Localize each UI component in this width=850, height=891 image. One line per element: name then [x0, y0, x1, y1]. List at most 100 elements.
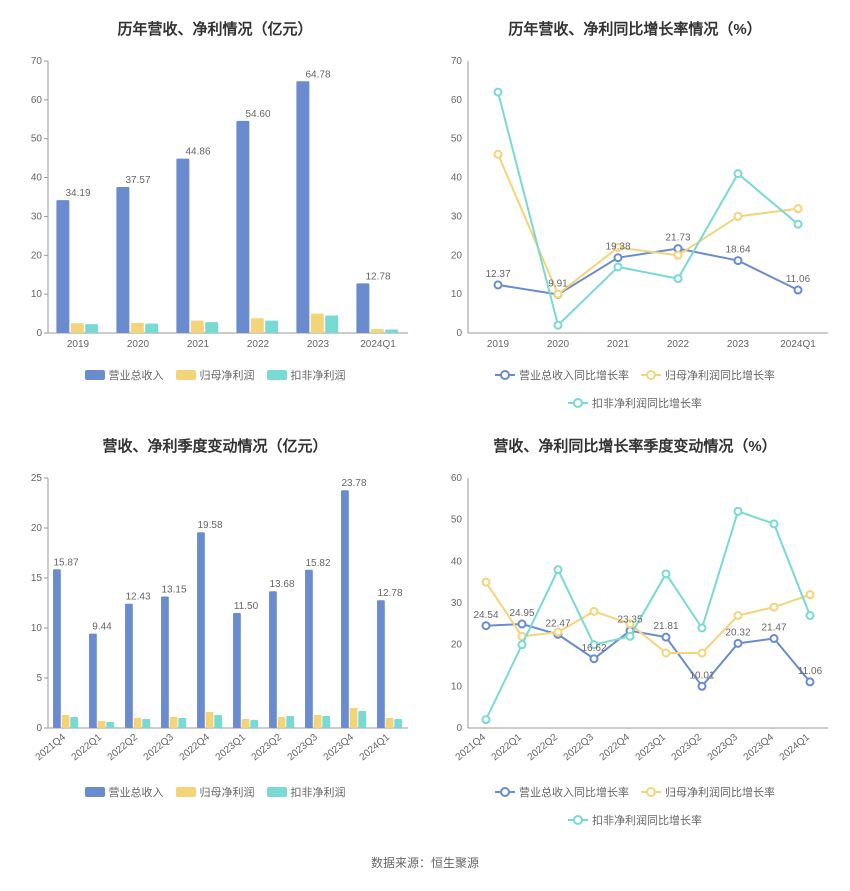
svg-text:2020: 2020	[127, 339, 150, 350]
chart-grid: 历年营收、净利情况（亿元） 01020304050607020192020202…	[0, 0, 850, 844]
svg-text:2023Q2: 2023Q2	[670, 732, 705, 764]
svg-text:10: 10	[451, 289, 463, 300]
legend-item: 扣非净利润	[267, 784, 346, 800]
svg-text:13.15: 13.15	[161, 585, 186, 596]
svg-text:20: 20	[451, 250, 463, 261]
legend-swatch	[568, 819, 588, 821]
svg-text:2022Q2: 2022Q2	[106, 732, 141, 764]
legend-item: 营业总收入	[85, 784, 164, 800]
chart3-legend: 营业总收入归母净利润 扣非净利润	[10, 778, 420, 806]
svg-text:2022: 2022	[667, 339, 690, 350]
legend-item: 归母净利润同比增长率	[641, 367, 775, 383]
svg-text:40: 40	[451, 556, 463, 567]
svg-text:25: 25	[31, 473, 43, 484]
legend-label: 归母净利润同比增长率	[665, 367, 775, 383]
panel-quarterly-revenue: 营收、净利季度变动情况（亿元） 05101520252021Q42022Q120…	[10, 427, 420, 834]
legend-item: 扣非净利润	[267, 367, 346, 383]
legend-label: 营业总收入	[109, 784, 164, 800]
svg-text:2024Q1: 2024Q1	[358, 732, 393, 764]
svg-text:21.73: 21.73	[665, 233, 690, 244]
svg-text:50: 50	[31, 134, 43, 145]
svg-text:2023: 2023	[727, 339, 750, 350]
svg-text:12.43: 12.43	[125, 592, 150, 603]
svg-text:44.86: 44.86	[185, 147, 210, 158]
svg-text:64.78: 64.78	[305, 69, 330, 80]
svg-text:50: 50	[451, 134, 463, 145]
svg-text:0: 0	[456, 328, 462, 339]
svg-text:21.81: 21.81	[653, 621, 678, 632]
svg-text:60: 60	[31, 95, 43, 106]
chart1-legend: 营业总收入 归母净利润 扣非净利润	[10, 361, 420, 389]
svg-text:2024Q1: 2024Q1	[780, 339, 816, 350]
svg-text:40: 40	[31, 173, 43, 184]
svg-text:12.37: 12.37	[485, 269, 510, 280]
legend-item: 归母净利润	[176, 784, 255, 800]
svg-text:18.64: 18.64	[725, 245, 750, 256]
legend-item: 扣非净利润同比增长率	[568, 395, 702, 411]
svg-text:9.91: 9.91	[548, 278, 568, 289]
svg-text:2023Q1: 2023Q1	[214, 732, 249, 764]
svg-text:2023: 2023	[307, 339, 330, 350]
svg-text:13.68: 13.68	[269, 579, 294, 590]
svg-text:2024Q1: 2024Q1	[778, 732, 813, 764]
chart2-plot: 010203040506070201920202021202220232024Q…	[430, 51, 840, 361]
svg-text:23.35: 23.35	[617, 615, 642, 626]
svg-text:11.06: 11.06	[786, 274, 811, 285]
svg-text:60: 60	[451, 473, 463, 484]
chart4-plot: 01020304050602021Q42022Q12022Q22022Q3202…	[430, 468, 840, 778]
svg-text:2019: 2019	[487, 339, 510, 350]
legend-swatch	[267, 370, 287, 380]
svg-text:2023Q4: 2023Q4	[742, 732, 777, 764]
svg-text:2021Q4: 2021Q4	[34, 732, 69, 764]
legend-swatch	[495, 791, 515, 793]
svg-text:0: 0	[36, 723, 42, 734]
legend-label: 扣非净利润	[291, 367, 346, 383]
svg-text:2022Q2: 2022Q2	[526, 732, 561, 764]
svg-text:30: 30	[451, 211, 463, 222]
svg-text:9.44: 9.44	[92, 622, 112, 633]
svg-text:11.50: 11.50	[234, 601, 259, 612]
legend-swatch	[176, 370, 196, 380]
legend-label: 营业总收入同比增长率	[519, 784, 629, 800]
legend-label: 扣非净利润	[291, 784, 346, 800]
legend-swatch	[641, 374, 661, 376]
svg-text:10: 10	[451, 681, 463, 692]
chart4-legend: 营业总收入同比增长率 归母净利润同比增长率扣非净利润同比增长率	[430, 778, 840, 834]
svg-text:16.62: 16.62	[581, 643, 606, 654]
svg-text:19.58: 19.58	[197, 520, 222, 531]
legend-label: 归母净利润	[200, 367, 255, 383]
chart3-title: 营收、净利季度变动情况（亿元）	[10, 427, 420, 468]
svg-text:20: 20	[451, 640, 463, 651]
legend-label: 营业总收入	[109, 367, 164, 383]
svg-text:2022Q1: 2022Q1	[70, 732, 105, 764]
svg-text:23.78: 23.78	[341, 478, 366, 489]
svg-text:0: 0	[36, 328, 42, 339]
svg-text:12.78: 12.78	[377, 588, 402, 599]
svg-text:2020: 2020	[547, 339, 570, 350]
svg-text:24.95: 24.95	[509, 608, 534, 619]
svg-text:50: 50	[451, 515, 463, 526]
svg-text:54.60: 54.60	[245, 109, 270, 120]
svg-text:10.01: 10.01	[689, 670, 714, 681]
legend-swatch	[176, 787, 196, 797]
panel-annual-revenue: 历年营收、净利情况（亿元） 01020304050607020192020202…	[10, 10, 420, 417]
chart1-plot: 010203040506070201920202021202220232024Q…	[10, 51, 420, 361]
legend-swatch	[568, 402, 588, 404]
legend-item: 归母净利润同比增长率	[641, 784, 775, 800]
svg-text:2019: 2019	[67, 339, 90, 350]
svg-text:2023Q1: 2023Q1	[634, 732, 669, 764]
svg-text:15.87: 15.87	[53, 557, 78, 568]
svg-text:30: 30	[31, 211, 43, 222]
panel-quarterly-growth: 营收、净利同比增长率季度变动情况（%） 01020304050602021Q42…	[430, 427, 840, 834]
svg-text:19.38: 19.38	[605, 242, 630, 253]
chart1-title: 历年营收、净利情况（亿元）	[10, 10, 420, 51]
legend-item: 扣非净利润同比增长率	[568, 812, 702, 828]
svg-text:2023Q4: 2023Q4	[322, 732, 357, 764]
svg-text:15.82: 15.82	[305, 558, 330, 569]
legend-item: 归母净利润	[176, 367, 255, 383]
legend-item: 营业总收入同比增长率	[495, 784, 629, 800]
legend-swatch	[85, 787, 105, 797]
svg-text:70: 70	[451, 56, 463, 67]
svg-text:2022Q4: 2022Q4	[178, 732, 213, 764]
legend-label: 归母净利润同比增长率	[665, 784, 775, 800]
